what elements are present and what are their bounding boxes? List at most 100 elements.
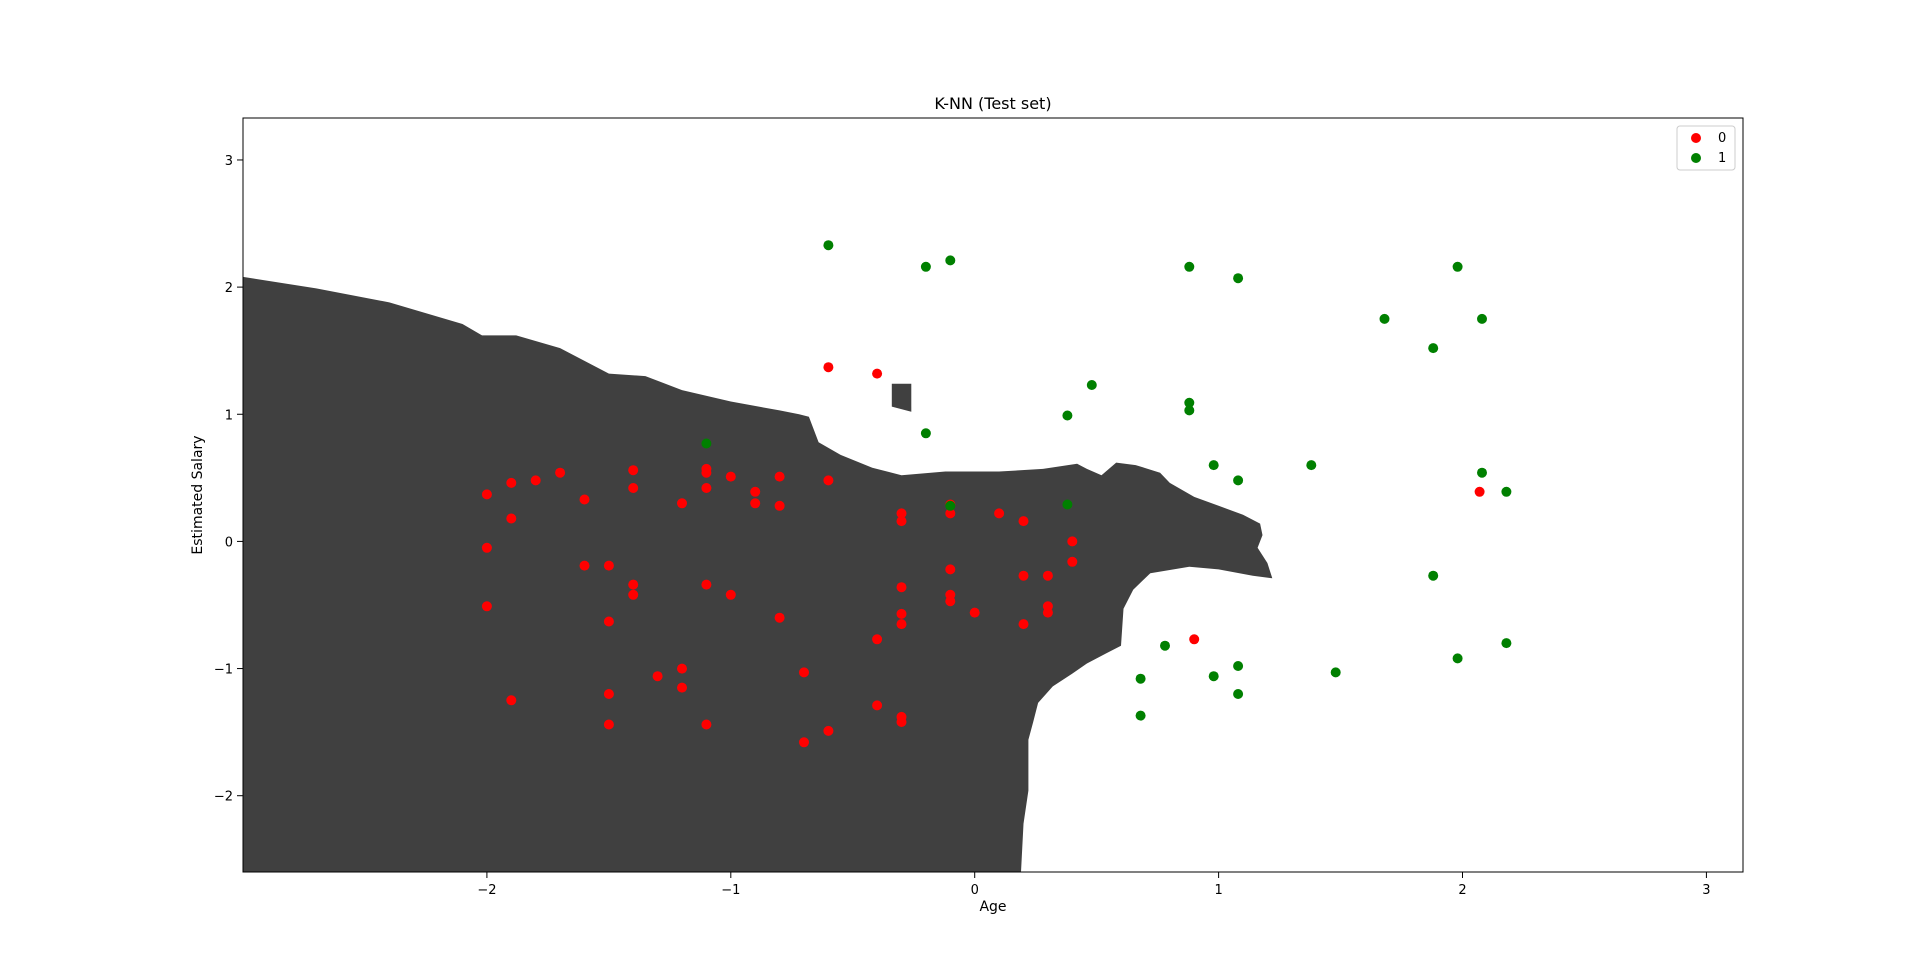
- data-point-class-1: [945, 255, 956, 266]
- data-point-class-1: [823, 240, 834, 251]
- data-point-class-0: [677, 498, 687, 509]
- data-point-class-0: [872, 634, 883, 645]
- data-point-class-0: [628, 579, 639, 590]
- data-point-class-0: [1067, 556, 1078, 567]
- data-point-class-0: [701, 579, 712, 590]
- x-tick-label: 1: [1214, 883, 1222, 898]
- x-tick-label: 2: [1458, 883, 1466, 898]
- data-point-class-0: [603, 616, 614, 627]
- data-point-class-0: [750, 486, 761, 497]
- data-point-class-1: [1477, 467, 1487, 478]
- data-point-class-1: [1452, 261, 1463, 272]
- x-axis-ticks: −2 −1 0 1 2 3: [477, 872, 1711, 898]
- data-point-class-0: [628, 465, 639, 476]
- data-point-class-0: [945, 596, 956, 607]
- data-point-class-0: [896, 717, 907, 727]
- y-tick-label: 2: [225, 281, 233, 296]
- data-point-class-1: [1330, 667, 1341, 678]
- data-point-class-1: [920, 428, 931, 439]
- data-point-class-0: [774, 612, 785, 623]
- data-point-class-0: [1018, 516, 1029, 527]
- data-point-class-0: [677, 663, 687, 674]
- plot-frame: [242, 117, 1744, 873]
- data-point-class-0: [725, 471, 736, 482]
- x-tick-label: −1: [721, 883, 740, 898]
- data-point-class-0: [652, 671, 663, 682]
- data-point-class-0: [774, 500, 785, 511]
- y-tick-label: 0: [225, 535, 233, 550]
- data-point-class-0: [701, 467, 712, 478]
- data-point-class-0: [481, 542, 492, 553]
- data-point-class-1: [1233, 661, 1244, 671]
- decision-region-island: [891, 383, 912, 412]
- data-point-class-0: [1018, 619, 1029, 630]
- data-point-class-0: [628, 589, 639, 600]
- y-tick-label: 3: [225, 154, 233, 169]
- data-point-class-0: [603, 689, 614, 699]
- data-point-class-1: [1501, 638, 1512, 649]
- data-point-class-0: [677, 682, 687, 693]
- data-point-class-1: [1233, 273, 1244, 284]
- data-point-class-0: [750, 498, 761, 509]
- data-point-class-0: [725, 589, 736, 600]
- data-point-class-1: [1208, 671, 1219, 682]
- data-point-class-0: [823, 475, 834, 486]
- data-point-class-0: [896, 508, 907, 519]
- data-point-class-0: [1474, 486, 1485, 497]
- data-point-class-0: [506, 695, 517, 706]
- data-point-class-0: [603, 560, 614, 571]
- data-point-class-1: [1428, 570, 1439, 581]
- data-point-class-0: [872, 700, 883, 711]
- data-point-class-0: [481, 489, 492, 500]
- data-point-class-1: [1184, 405, 1195, 416]
- x-tick-label: 0: [971, 883, 979, 898]
- data-point-class-1: [1135, 673, 1146, 684]
- decision-region-class-0: [243, 276, 1273, 872]
- data-point-class-1: [1428, 343, 1439, 354]
- data-point-class-1: [1452, 653, 1463, 664]
- decision-region-layer: [243, 276, 1273, 872]
- data-point-class-1: [1135, 710, 1146, 721]
- data-point-class-0: [896, 608, 907, 619]
- legend-marker-class-1: [1691, 153, 1701, 163]
- plot-area: [243, 118, 1743, 872]
- data-point-class-0: [896, 516, 907, 527]
- data-point-class-1: [1086, 380, 1097, 390]
- data-point-class-1: [1501, 486, 1512, 497]
- data-point-class-0: [896, 582, 907, 593]
- data-point-class-0: [506, 477, 517, 488]
- y-tick-label: −2: [214, 790, 233, 805]
- data-point-class-0: [1018, 570, 1029, 581]
- legend-marker-class-0: [1691, 133, 1701, 143]
- data-point-class-1: [1233, 689, 1244, 699]
- data-point-class-0: [701, 719, 712, 730]
- data-point-class-0: [799, 737, 809, 748]
- data-point-class-1: [1233, 475, 1244, 486]
- y-axis-ticks: −2 −1 0 1 2 3: [214, 154, 243, 805]
- chart-title: K-NN (Test set): [934, 94, 1051, 113]
- legend-frame: [1676, 125, 1736, 171]
- data-point-class-1: [1184, 261, 1195, 272]
- legend: 0 1: [1676, 125, 1736, 171]
- data-point-class-1: [1306, 460, 1317, 471]
- data-point-class-0: [481, 601, 492, 612]
- scatter-points-layer: [481, 240, 1512, 748]
- data-point-class-0: [530, 475, 541, 486]
- data-point-class-0: [1042, 570, 1053, 581]
- x-axis-label: Age: [979, 899, 1006, 915]
- data-point-class-0: [969, 607, 980, 618]
- data-point-class-1: [1184, 397, 1195, 408]
- y-tick-label: 1: [225, 408, 233, 423]
- data-point-class-0: [1189, 634, 1200, 645]
- legend-label-class-0: 0: [1718, 131, 1726, 146]
- data-point-class-0: [506, 513, 517, 524]
- y-axis-label: Estimated Salary: [190, 435, 206, 554]
- data-point-class-0: [579, 494, 590, 505]
- data-point-class-1: [945, 500, 956, 511]
- data-point-class-0: [1067, 536, 1078, 547]
- data-point-class-0: [579, 560, 590, 571]
- data-point-class-0: [603, 719, 614, 730]
- legend-label-class-1: 1: [1718, 151, 1726, 166]
- y-tick-label: −1: [214, 663, 233, 678]
- data-point-class-1: [1062, 499, 1073, 510]
